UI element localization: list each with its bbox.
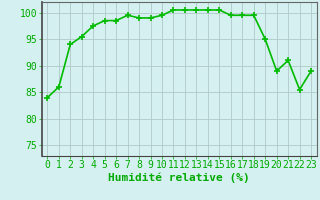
X-axis label: Humidité relative (%): Humidité relative (%) <box>108 173 250 183</box>
